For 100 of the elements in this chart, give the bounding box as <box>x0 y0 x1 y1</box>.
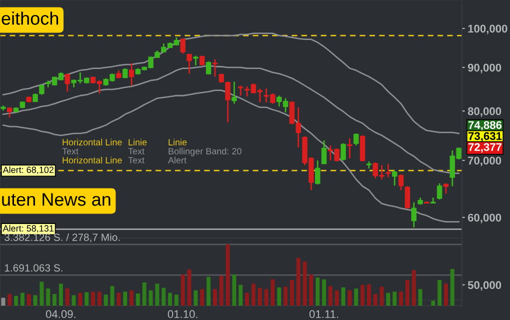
bar <box>200 289 204 306</box>
bar <box>58 284 63 306</box>
bar <box>84 292 89 306</box>
candlestick <box>200 55 205 66</box>
bar <box>418 289 422 306</box>
candlestick <box>180 38 186 54</box>
bar <box>226 244 230 306</box>
text: 74,886 <box>468 121 502 131</box>
y-tick-label: 70,000 <box>468 156 502 166</box>
bar <box>40 282 44 306</box>
bar <box>366 284 371 306</box>
bar <box>360 284 365 306</box>
candlestick <box>354 132 359 146</box>
bar <box>162 288 166 306</box>
bar <box>194 290 198 306</box>
x-tick-label: 04.09. <box>46 310 76 318</box>
bar <box>78 292 82 306</box>
bar <box>155 284 160 306</box>
bar <box>180 274 185 306</box>
bar <box>174 294 178 306</box>
text: 73,631 <box>468 132 502 142</box>
bar <box>251 284 256 306</box>
bar <box>348 290 352 306</box>
ref-line-label: 3.382.126 S. / 278,7 Mio. <box>4 233 120 242</box>
bar <box>26 294 31 306</box>
bar <box>316 278 320 306</box>
candlestick <box>39 84 44 96</box>
y-tick-label: 60,000 <box>468 214 502 224</box>
bar <box>148 290 153 306</box>
bar <box>245 292 250 306</box>
candlestick <box>206 60 212 76</box>
bar <box>270 279 275 306</box>
bar <box>97 292 102 306</box>
bar <box>290 280 294 306</box>
bar <box>232 274 236 306</box>
bar <box>110 286 114 306</box>
annotation: uten News an <box>2 193 110 206</box>
bar <box>322 279 326 306</box>
candlestick <box>443 182 449 194</box>
bar <box>450 268 454 306</box>
annotation: Text <box>128 148 144 154</box>
bar <box>65 288 70 306</box>
annotation: Text <box>128 157 144 164</box>
candlestick <box>386 163 391 178</box>
bar <box>136 293 140 306</box>
bar <box>1 298 6 306</box>
annotation: Alert <box>168 156 186 164</box>
bar <box>386 292 390 306</box>
annotation: Text <box>62 148 78 154</box>
y-tick-label: 80,000 <box>468 107 502 117</box>
bar <box>8 294 12 306</box>
ref-line-label: Alert: 58,131 <box>2 224 54 233</box>
bar <box>46 288 50 306</box>
candlestick <box>186 53 192 74</box>
candlestick <box>64 72 70 92</box>
candlestick <box>398 174 404 191</box>
candlestick <box>411 202 416 228</box>
x-tick-label: 01.11. <box>309 310 338 318</box>
bar <box>116 292 121 306</box>
y-tick-label: 100,000 <box>468 24 508 34</box>
bar <box>33 295 38 306</box>
bar <box>380 286 384 306</box>
bar <box>187 270 192 306</box>
bar <box>72 295 76 306</box>
bar <box>399 292 404 306</box>
bar <box>334 290 339 306</box>
bar <box>142 282 146 306</box>
bar <box>212 289 217 306</box>
bar <box>264 289 268 306</box>
candlestick <box>404 185 410 210</box>
bar <box>206 276 211 306</box>
bar <box>91 292 96 306</box>
annotation: Horizontal Line <box>62 156 122 164</box>
bar <box>123 292 128 306</box>
y-tick-label: 90,000 <box>468 64 502 74</box>
bar <box>392 292 397 306</box>
bar <box>354 288 358 306</box>
candlestick <box>321 140 327 165</box>
bar <box>284 286 288 306</box>
y-tick-label: 50,000 <box>468 281 502 291</box>
candlestick <box>122 68 128 79</box>
bar <box>130 290 134 306</box>
bar <box>444 284 448 306</box>
bar <box>438 280 442 306</box>
bar <box>296 258 300 306</box>
candlestick <box>238 84 244 96</box>
bar <box>52 294 57 306</box>
bar <box>168 292 172 306</box>
bar <box>309 274 314 306</box>
candlestick <box>436 182 442 200</box>
annotation: Linie <box>168 138 187 146</box>
bar <box>258 288 262 306</box>
bar <box>302 262 307 306</box>
bar <box>431 300 436 306</box>
bar <box>104 294 108 306</box>
bar <box>277 287 282 306</box>
bar <box>14 296 18 306</box>
annotation: eithoch <box>2 12 58 25</box>
candlestick <box>315 160 320 186</box>
text: 72,377 <box>468 143 502 153</box>
